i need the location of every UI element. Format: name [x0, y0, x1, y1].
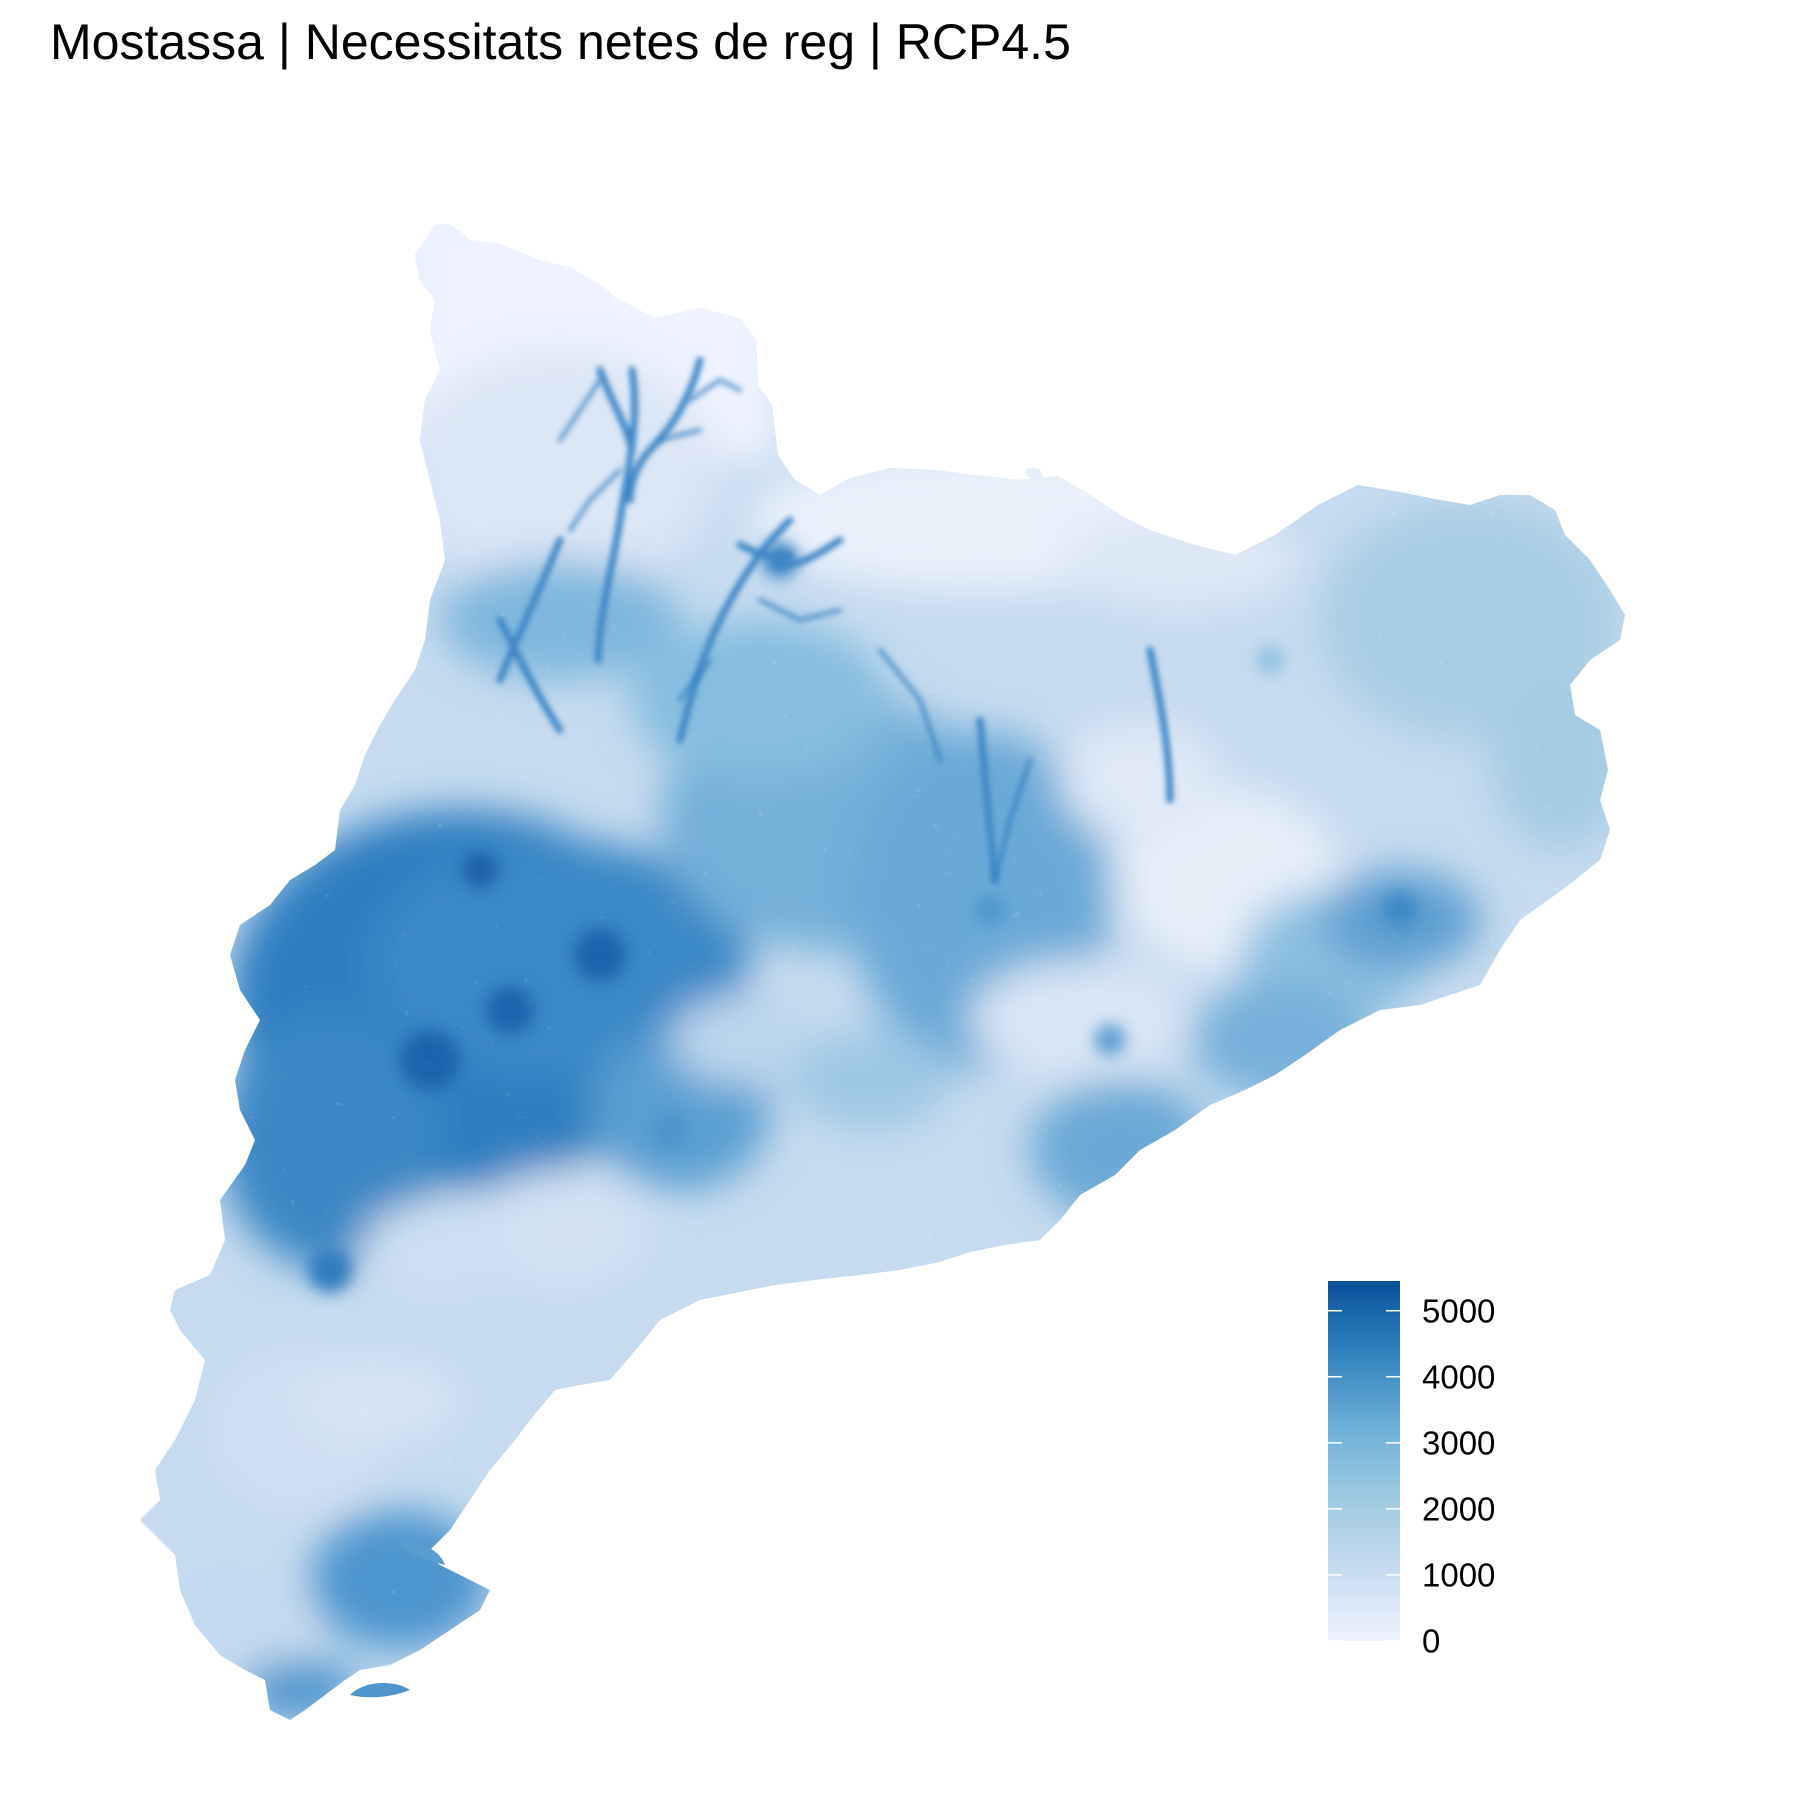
delta-north-spit	[398, 1541, 445, 1565]
legend-tick-label: 5000	[1422, 1292, 1496, 1330]
legend-tick-label: 2000	[1422, 1490, 1496, 1528]
legend-tick-label: 1000	[1422, 1556, 1496, 1594]
legend-colorbar	[1328, 1281, 1400, 1641]
legend-tick-label: 4000	[1422, 1358, 1496, 1396]
legend-tick-label: 0	[1422, 1622, 1441, 1660]
small-islet	[1025, 467, 1043, 480]
delta-spit	[350, 1683, 410, 1698]
map-title: Mostassa | Necessitats netes de reg | RC…	[50, 14, 1071, 70]
legend-tick-label: 3000	[1422, 1424, 1496, 1462]
